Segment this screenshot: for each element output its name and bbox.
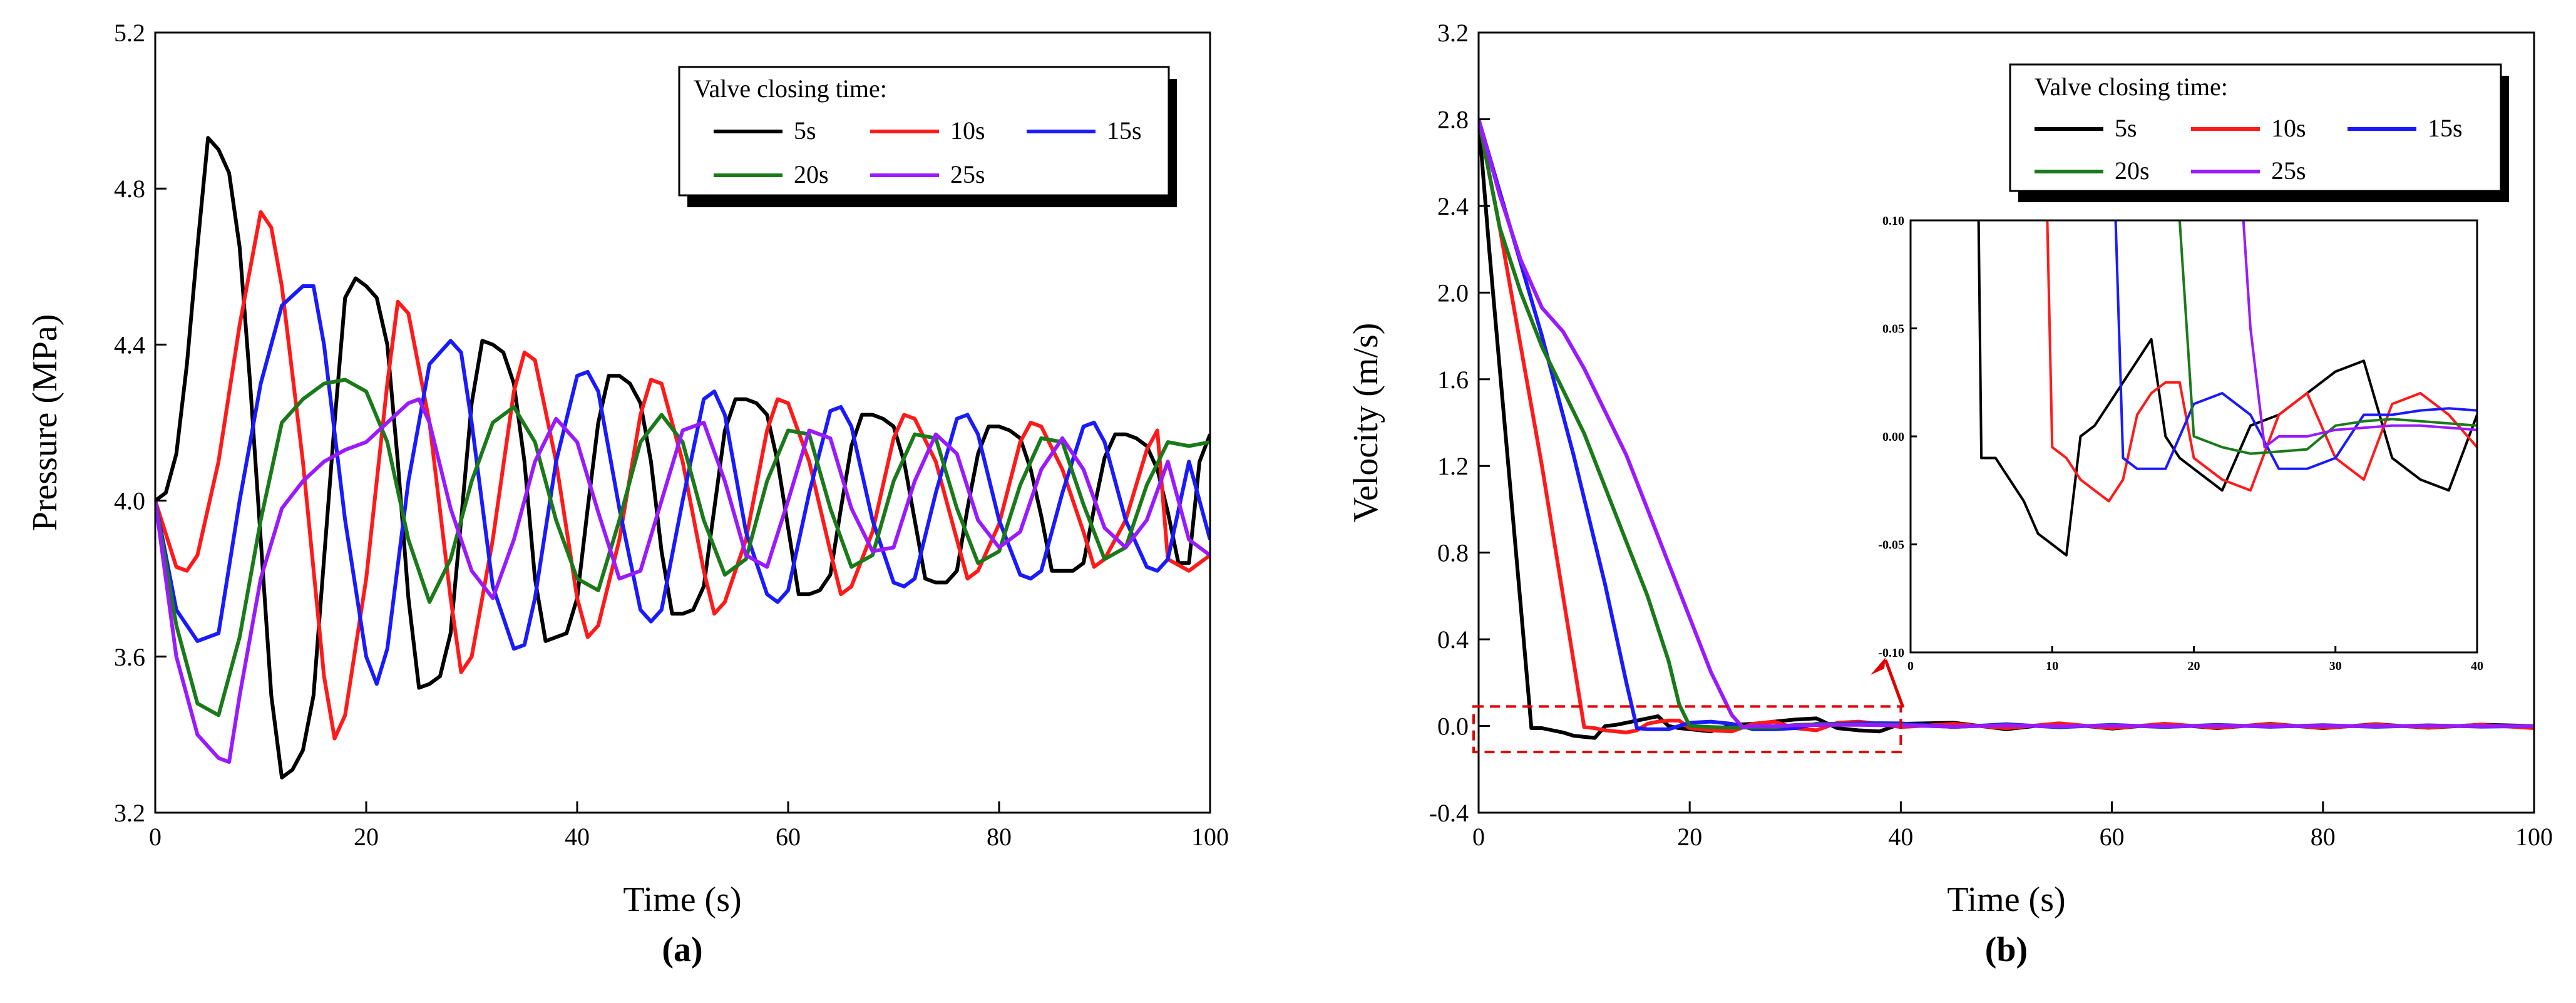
y-tick-label: 4.8 [114, 175, 145, 203]
pressure-series-group [155, 136, 1210, 779]
y-tick-label: 2.4 [1437, 192, 1469, 220]
series-line-15s [2114, 220, 2477, 470]
zoom-arrow [1870, 657, 1905, 708]
y-tick-label: 0.00 [1882, 430, 1904, 444]
panel-label-a: (a) [662, 930, 702, 969]
y-tick-label: 0.4 [1437, 625, 1469, 654]
y-tick-label: -0.10 [1878, 646, 1904, 660]
legend-label-25s: 25s [950, 160, 985, 188]
pressure-y-axis-title: Pressure (MPa) [26, 314, 64, 532]
x-tick-label: 60 [2100, 823, 2125, 851]
pressure-axis-ticks: 0 20 40 60 80 100 3.2 3.6 4.0 4.4 4.8 5.2 [114, 19, 1229, 851]
series-line-10s [155, 210, 1210, 741]
legend-label-10s: 10s [950, 116, 985, 145]
velocity-chart: 0 20 40 60 80 100-0.40.00.40.81.21.62.02.42.8… [1347, 19, 2553, 969]
x-tick-label: 0 [1907, 659, 1914, 673]
zoom-highlight-box [1472, 705, 1902, 754]
pressure-plot-frame [154, 31, 1211, 814]
x-tick-label: 40 [2471, 659, 2483, 673]
series-line-10s [2046, 220, 2477, 503]
velocity-series-group [1479, 118, 2534, 740]
y-tick-label: 0.8 [1437, 539, 1469, 567]
x-tick-label: 20 [354, 823, 379, 851]
series-line-25s [1479, 118, 2534, 729]
x-tick-label: 100 [1191, 823, 1229, 851]
legend-label-10s: 10s [2271, 114, 2306, 142]
pressure-legend: Valve closing time: 5s 10s 15s 20s 25s [678, 66, 1177, 207]
x-tick-label: 10 [2046, 659, 2058, 673]
y-tick-label: 2.0 [1437, 279, 1469, 307]
y-tick-label: -0.4 [1429, 799, 1469, 827]
inset-axis-ticks: 0 10 20 30 40 -0.10 -0.05 0.00 0.05 0.10 [1878, 214, 2483, 673]
series-line-5s [1977, 220, 2477, 557]
velocity-x-axis-title: Time (s) [1947, 880, 2065, 919]
x-tick-label: 100 [2515, 823, 2553, 851]
series-line-25s [2242, 220, 2477, 449]
x-tick-label: 20 [2188, 659, 2200, 673]
y-tick-label: 0.05 [1882, 322, 1904, 336]
y-tick-label: 0.0 [1437, 712, 1469, 741]
legend-label-20s: 20s [794, 160, 829, 188]
panel-label-b: (b) [1985, 930, 2028, 969]
legend-label-20s: 20s [2115, 157, 2150, 185]
velocity-inset-chart: 0 10 20 30 40 -0.10 -0.05 0.00 0.05 0.10 [1878, 214, 2483, 673]
series-line-20s [2178, 220, 2477, 455]
legend-title: Valve closing time: [694, 75, 887, 103]
pressure-x-axis-title: Time (s) [623, 880, 741, 919]
x-tick-label: 0 [149, 823, 162, 851]
y-tick-label: 1.6 [1437, 366, 1469, 394]
series-line-20s [155, 378, 1210, 718]
velocity-y-axis-title: Velocity (m/s) [1347, 323, 1385, 523]
x-tick-label: 30 [2329, 659, 2342, 673]
y-tick-label: 3.2 [1437, 19, 1469, 47]
y-tick-label: 2.8 [1437, 105, 1469, 133]
legend-label-25s: 25s [2271, 157, 2306, 185]
series-line-15s [155, 284, 1210, 686]
legend-label-5s: 5s [2115, 114, 2137, 142]
y-tick-label: 3.2 [114, 799, 145, 827]
y-tick-label: 4.4 [114, 331, 145, 359]
x-tick-label: 60 [776, 823, 801, 851]
y-tick-label: 1.2 [1437, 452, 1469, 480]
x-tick-label: 80 [2311, 823, 2336, 851]
y-tick-label: 0.10 [1882, 214, 1904, 228]
x-tick-label: 0 [1472, 823, 1485, 851]
velocity-axis-ticks: 0 20 40 60 80 100-0.40.00.40.81.21.62.02.42.8… [1429, 19, 2553, 851]
legend-label-15s: 15s [2428, 114, 2463, 142]
inset-series-group [1977, 220, 2477, 557]
velocity-plot-frame [1477, 31, 2535, 814]
legend-title: Valve closing time: [2035, 73, 2228, 101]
x-tick-label: 40 [565, 823, 590, 851]
x-tick-label: 80 [987, 823, 1012, 851]
y-tick-label: 5.2 [114, 19, 145, 47]
y-tick-label: 4.0 [114, 487, 145, 515]
x-tick-label: 40 [1888, 823, 1913, 851]
y-tick-label: -0.05 [1878, 538, 1904, 552]
x-tick-label: 20 [1677, 823, 1702, 851]
series-line-25s [155, 397, 1210, 764]
legend-label-15s: 15s [1107, 116, 1142, 145]
y-tick-label: 3.6 [114, 643, 145, 671]
legend-label-5s: 5s [794, 116, 816, 145]
velocity-legend: Valve closing time: 5s 10s 15s 20s 25s [2009, 63, 2509, 202]
